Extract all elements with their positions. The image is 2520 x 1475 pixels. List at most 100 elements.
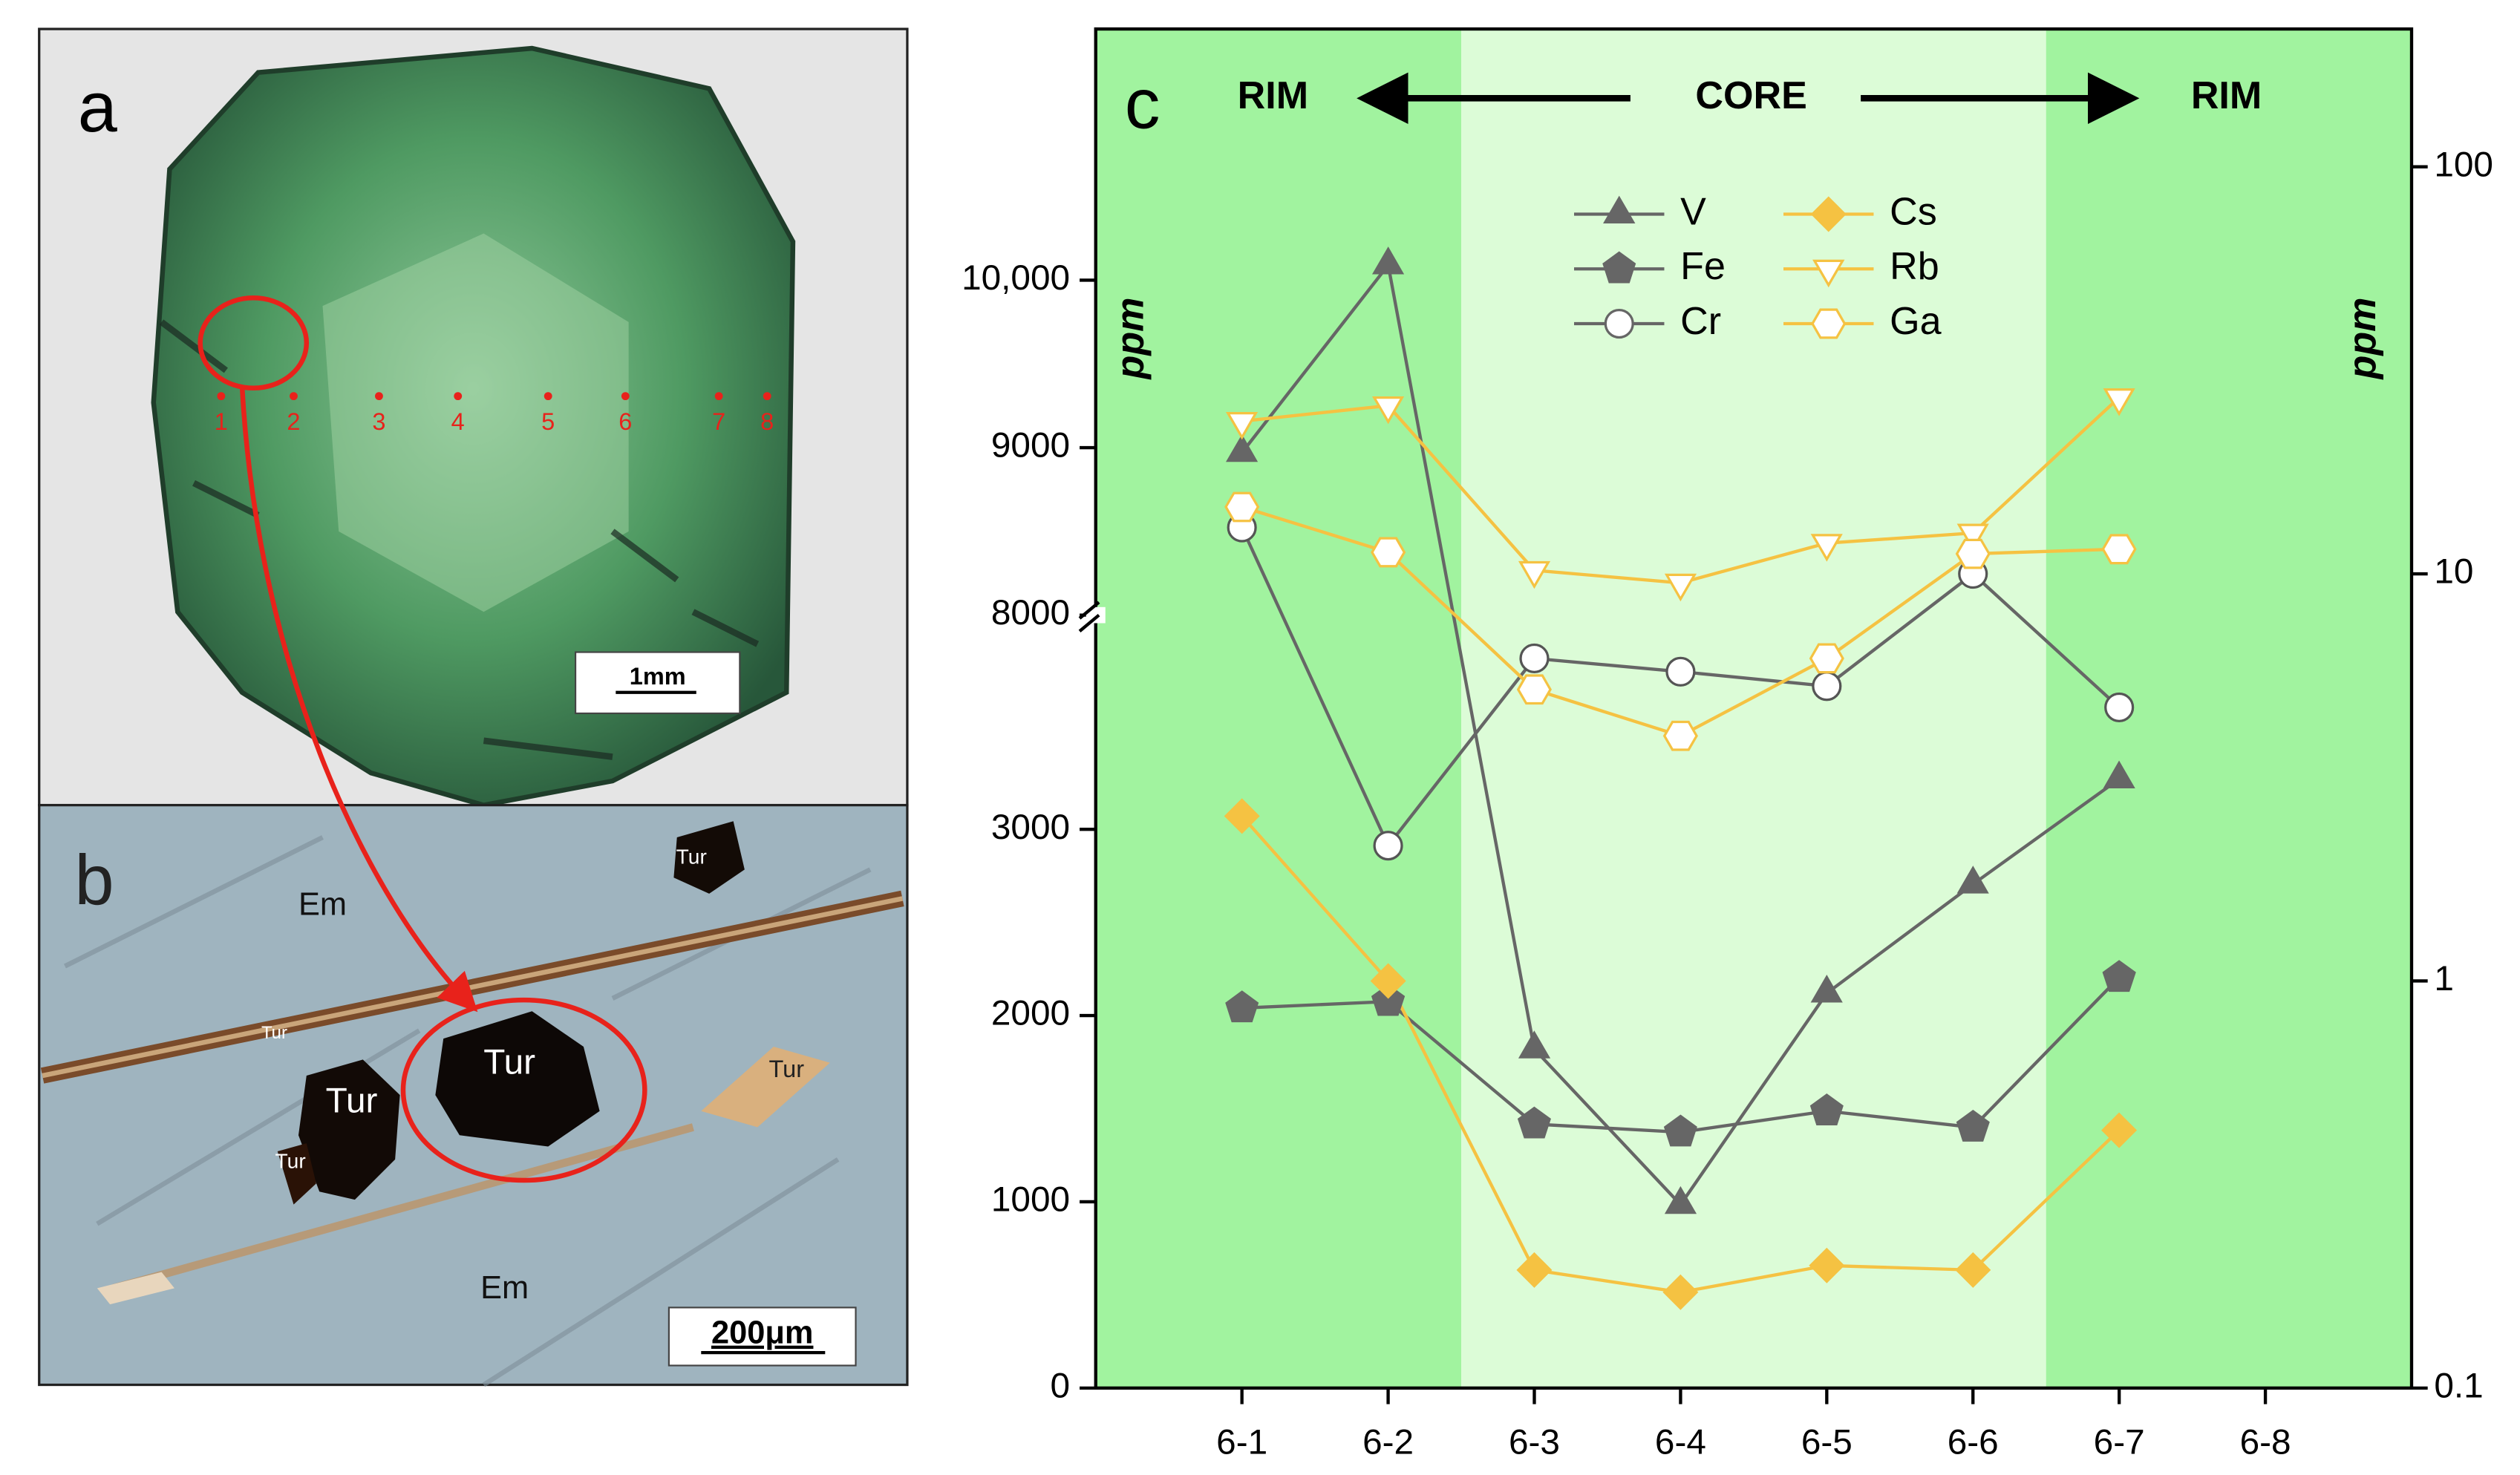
point-dot [544, 392, 552, 401]
y-tick-label: 3000 [991, 808, 1070, 847]
y-tick-label: 9000 [991, 426, 1070, 465]
y2-tick-label: 100 [2434, 145, 2493, 184]
photo-b [38, 803, 909, 1387]
legend-marker [1602, 251, 1636, 284]
x-tick-label: 6-6 [1948, 1422, 1999, 1462]
mineral-label: Em [298, 887, 347, 923]
panel-label: c [1125, 65, 1161, 144]
legend-label: Fe [1680, 245, 1726, 288]
data-point [1664, 1185, 1697, 1214]
y2-axis-label: ppm [2341, 298, 2384, 381]
legend-label: Ga [1890, 300, 1941, 343]
data-point [1224, 491, 1260, 523]
data-point [1662, 1274, 1699, 1310]
plot-frame [1094, 27, 2414, 1390]
data-point [1956, 523, 1989, 552]
data-point [1662, 720, 1698, 751]
x-tick-label: 6-2 [1362, 1422, 1414, 1462]
panel-label: a [78, 68, 118, 147]
y-tick-label: 1000 [991, 1180, 1070, 1220]
data-point [2101, 1112, 2138, 1148]
mineral-label: Tur [676, 845, 707, 869]
data-point [2102, 960, 2136, 992]
point-label: 5 [541, 408, 555, 435]
legend-label: Rb [1890, 245, 1939, 288]
rim-zone [2046, 29, 2412, 1388]
data-point [1224, 798, 1260, 834]
data-point [1370, 963, 1406, 999]
link-arrow [239, 386, 478, 1013]
legend-label: Cr [1680, 300, 1721, 343]
data-point [1810, 975, 1843, 1003]
x-tick-label: 6-3 [1509, 1422, 1560, 1462]
x-tick-label: 6-8 [2240, 1422, 2291, 1462]
point-dot [290, 392, 298, 401]
data-point [1518, 1030, 1551, 1059]
data-point [1371, 396, 1405, 425]
data-point [1517, 1106, 1551, 1139]
data-point [1809, 643, 1844, 674]
point-label: 2 [287, 408, 300, 435]
point-dot [454, 392, 463, 401]
data-point [1516, 674, 1552, 705]
y-tick-label: 8000 [991, 593, 1070, 632]
y-tick-label: 2000 [991, 994, 1070, 1033]
point-dot [714, 392, 723, 401]
data-point [1371, 984, 1406, 1016]
data-point [1809, 1247, 1845, 1283]
data-point [1518, 560, 1551, 589]
point-label: 8 [760, 408, 774, 435]
y-tick-label: 10,000 [962, 258, 1070, 298]
data-point [1956, 866, 1989, 894]
zone-label: CORE [1695, 74, 1806, 117]
legend-marker [1810, 196, 1847, 232]
point-label: 7 [712, 408, 725, 435]
data-point [1812, 671, 1842, 701]
data-point [1373, 831, 1403, 861]
data-point [1226, 434, 1259, 462]
data-point [1810, 534, 1843, 562]
point-label: 1 [215, 408, 228, 435]
data-point [1665, 656, 1696, 687]
mineral-label: Tur [483, 1042, 535, 1082]
data-point [1955, 538, 1991, 569]
x-tick-label: 6-4 [1655, 1422, 1706, 1462]
point-dot [217, 392, 226, 401]
data-point [1226, 411, 1259, 440]
y2-tick-label: 1 [2434, 959, 2454, 998]
point-dot [763, 392, 771, 401]
mineral-label: Tur [261, 1023, 287, 1043]
legend-label: Cs [1890, 190, 1937, 233]
data-point [1809, 1093, 1844, 1125]
legend-label: V [1680, 190, 1706, 233]
data-point [1516, 1252, 1553, 1288]
chart: RIM CORE RIM c ppm ppm 0 1000 2000 3000 8000 9000 10… [962, 27, 2493, 1462]
legend-marker [1604, 308, 1634, 339]
photo-a [38, 27, 909, 808]
data-point [2104, 692, 2135, 722]
x-tick-label: 6-5 [1801, 1422, 1853, 1462]
zone-label: RIM [2191, 74, 2262, 117]
mineral-label: Tur [326, 1082, 378, 1121]
mineral-label: Tur [275, 1149, 306, 1173]
scale-bar-label: 200μm [711, 1315, 813, 1351]
data-point [1371, 537, 1406, 568]
zone-label: RIM [1238, 74, 1308, 117]
data-point [1519, 643, 1550, 673]
data-point [2103, 388, 2135, 416]
data-point [1663, 1114, 1697, 1147]
data-point [1956, 1109, 1990, 1142]
y-axis-label: ppm [1109, 298, 1152, 381]
point-dot [375, 392, 383, 401]
legend-marker [1603, 195, 1636, 223]
data-point [1955, 1252, 1991, 1288]
legend-marker [1811, 308, 1847, 339]
x-tick-label: 6-1 [1216, 1422, 1267, 1462]
data-point [1225, 990, 1259, 1023]
legend-marker [1812, 259, 1845, 288]
data-point [2101, 534, 2137, 565]
scale-bar-label: 1mm [630, 663, 686, 690]
rim-zone [1095, 29, 1462, 1388]
mineral-label: Tur [768, 1056, 804, 1082]
y-tick-label: 0 [1050, 1366, 1070, 1405]
